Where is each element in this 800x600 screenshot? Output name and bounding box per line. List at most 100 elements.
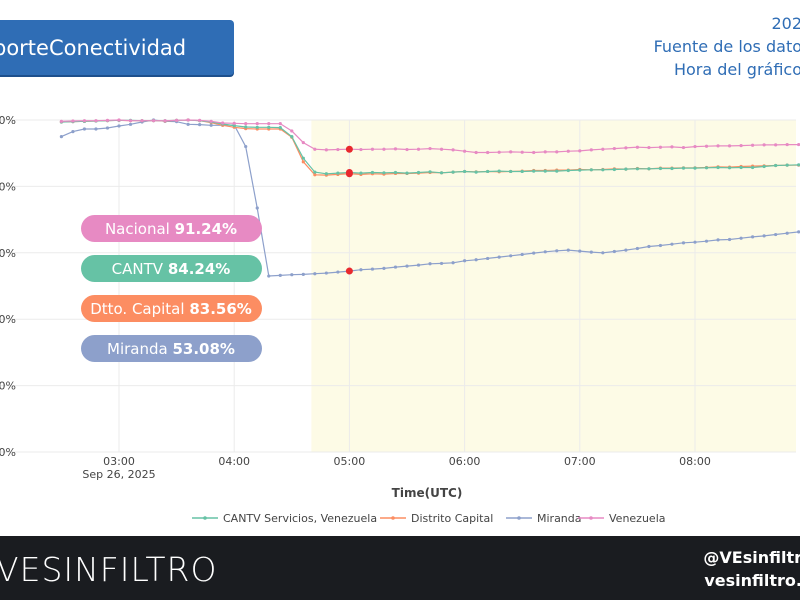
data-point-venezuela [59,119,64,123]
data-point-cantv [428,170,432,174]
data-point-venezuela [578,149,582,153]
data-source-label: Fuente de los dato [653,37,800,56]
data-point-miranda [405,264,409,268]
data-point-miranda [59,135,64,139]
data-point-cantv [601,168,605,172]
data-point-venezuela [313,147,317,151]
page-title: porteConectividad [0,35,187,60]
data-point-venezuela [762,143,766,147]
data-point-venezuela [198,118,202,122]
data-point-cantv [474,170,478,174]
data-point-miranda [751,235,755,239]
data-point-venezuela [163,119,167,123]
data-point-venezuela [128,119,133,123]
data-point-cantv [797,163,800,167]
badge-miranda [81,335,262,362]
value-badges: Nacional 91.24% CANTV 84.24% Dtto. Capital… [81,215,262,362]
social-handle[interactable]: @VEsinfiltr [703,548,800,567]
x-tick-label: 05:00 [334,455,366,468]
data-point-miranda [370,267,375,271]
data-point-cantv [716,165,720,170]
data-point-cantv [232,124,236,128]
data-point-miranda [704,239,709,243]
data-point-venezuela [186,118,190,122]
data-point-miranda [520,252,524,257]
event-marker [345,267,353,275]
data-point-miranda [555,249,559,253]
data-point-miranda [290,273,294,277]
data-point-venezuela [232,121,236,125]
data-point-miranda [278,273,282,277]
website-link[interactable]: vesinfiltro. [704,571,800,590]
data-point-cantv [624,167,628,171]
legend: CANTV Servicios, Venezuela Distrito Capit… [192,512,666,525]
event-marker [345,168,353,176]
data-point-miranda [601,251,605,255]
data-point-cantv [439,171,444,175]
data-point-cantv [255,125,259,129]
data-point-miranda [509,254,513,258]
data-point-cantv [336,171,340,175]
data-point-miranda [71,130,75,134]
data-point-venezuela [393,147,398,151]
x-tick-label: 07:00 [564,455,596,468]
badge-text: Miranda 53.08% [107,340,235,358]
data-point-miranda [451,261,455,265]
footer-handles: @VEsinfiltr vesinfiltro. [703,546,800,592]
data-point-cantv [727,166,732,170]
data-point-miranda [797,230,800,234]
data-point-miranda [393,265,398,269]
data-point-miranda [486,256,490,261]
data-point-venezuela [428,146,432,151]
data-point-venezuela [555,150,559,154]
data-point-venezuela [324,148,328,152]
data-point-miranda [578,249,582,253]
data-point-miranda [382,266,386,271]
data-point-cantv [774,163,778,168]
data-point-venezuela [647,145,651,150]
data-point-miranda [658,243,663,248]
data-point-miranda [727,237,732,242]
data-point-venezuela [589,148,593,152]
data-point-miranda [128,122,133,126]
data-point-miranda [566,248,570,252]
data-point-miranda [716,238,720,242]
data-point-venezuela [209,119,213,123]
data-point-miranda [474,258,478,262]
data-point-miranda [439,261,444,266]
data-point-miranda [313,272,317,276]
data-point-venezuela [244,122,248,126]
data-point-miranda [324,271,328,275]
data-point-venezuela [105,118,110,122]
data-point-venezuela [416,147,421,151]
legend-label: Venezuela [609,512,666,525]
data-point-cantv [612,167,616,172]
data-point-cantv [313,170,317,174]
data-point-cantv [647,167,651,171]
data-point-cantv [635,167,640,171]
data-point-miranda [762,234,766,238]
data-point-venezuela [670,145,674,149]
data-point-venezuela [486,150,490,155]
data-point-venezuela [140,119,144,123]
data-point-miranda [301,272,305,276]
data-point-miranda [209,123,213,127]
series-lines [59,118,800,278]
data-point-cantv [739,165,743,170]
data-point-cantv [497,169,501,173]
data-point-cantv [244,125,248,129]
data-point-miranda [186,122,190,126]
legend-label: CANTV Servicios, Venezuela [223,512,377,525]
data-point-cantv [382,171,386,175]
data-point-venezuela [693,144,697,149]
data-point-dc [301,160,305,164]
series-line-venezuela [61,119,800,154]
data-point-cantv [324,172,328,176]
data-point-venezuela [612,146,616,151]
data-point-miranda [117,124,121,128]
data-point-miranda [774,232,778,237]
data-point-miranda [635,246,640,251]
badge-text: Nacional 91.24% [105,220,237,238]
data-point-venezuela [336,147,340,152]
data-point-cantv [416,170,421,175]
